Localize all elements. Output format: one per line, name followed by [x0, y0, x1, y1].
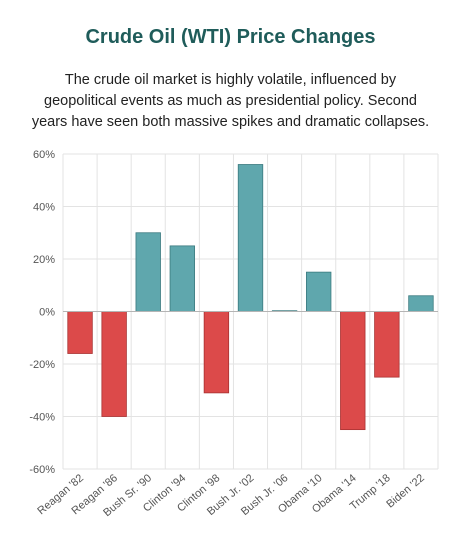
bar: [135, 232, 161, 312]
bar: [374, 311, 400, 378]
chart-title: Crude Oil (WTI) Price Changes: [85, 26, 376, 48]
bar: [237, 164, 264, 312]
bar: [340, 311, 366, 431]
y-tick-label: 0%: [39, 307, 55, 319]
y-tick-label: -60%: [29, 464, 55, 476]
bar: [203, 311, 230, 394]
y-tick-label: 20%: [33, 254, 55, 266]
y-tick-label: -40%: [29, 412, 55, 424]
x-tick-label: Biden '22: [384, 472, 427, 510]
bar: [101, 311, 127, 417]
chart-subtitle: The crude oil market is highly volatile,…: [31, 72, 430, 130]
y-tick-label: -20%: [29, 359, 55, 371]
bar: [67, 311, 93, 354]
bar: [169, 245, 195, 312]
y-tick-label: 60%: [33, 149, 55, 161]
y-tick-label: 40%: [33, 202, 55, 214]
bar: [408, 295, 434, 312]
bar: [306, 271, 332, 312]
